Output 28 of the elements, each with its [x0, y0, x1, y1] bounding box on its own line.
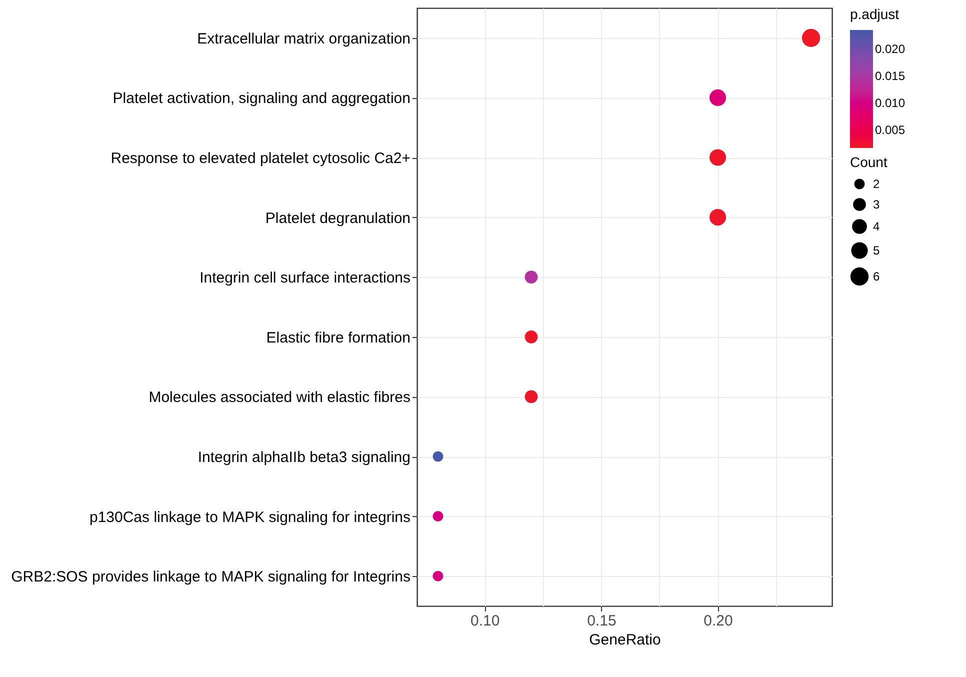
- color-bar-label: 0.015: [875, 69, 906, 84]
- y-tick-label: Platelet activation, signaling and aggregation: [112, 90, 410, 108]
- x-tick-label: 0.20: [704, 612, 733, 630]
- legend-label: 4: [873, 220, 880, 234]
- color-bar-title: p.adjust: [850, 6, 900, 22]
- y-tick-label: Elastic fibre formation: [266, 329, 410, 346]
- color-bar-label: 0.010: [875, 96, 906, 110]
- point: [524, 270, 538, 284]
- legend-label: 6: [873, 270, 880, 284]
- point: [524, 330, 538, 344]
- y-tick-label: Integrin cell surface interactions: [200, 270, 410, 287]
- point: [524, 390, 538, 404]
- y-tick-label: Integrin alphaIIb beta3 signaling: [198, 449, 410, 466]
- x-tick-label: 0.15: [587, 612, 616, 630]
- legend-label: 3: [873, 198, 880, 212]
- y-tick-label: Extracellular matrix organization: [197, 30, 410, 48]
- x-tick-label: 0.10: [470, 612, 500, 630]
- legend-label: 5: [873, 244, 880, 258]
- y-tick-label: p130Cas linkage to MAPK signaling for integrins: [89, 508, 410, 526]
- y-tick-label: Platelet degranulation: [265, 210, 410, 227]
- y-tick-label: Molecules associated with elastic fibres: [148, 389, 410, 406]
- y-tick-label: Response to elevated platelet cytosolic Ca2+: [110, 150, 411, 167]
- y-tick-label: GRB2:SOS provides linkage to MAPK signaling for Integrins: [11, 568, 410, 586]
- x-axis-title: GeneRatio: [589, 632, 661, 648]
- color-bar-label: 0.020: [875, 42, 906, 56]
- legend-title: Count: [850, 154, 888, 170]
- legend-label: 2: [873, 177, 880, 191]
- color-bar-label: 0.005: [875, 123, 906, 138]
